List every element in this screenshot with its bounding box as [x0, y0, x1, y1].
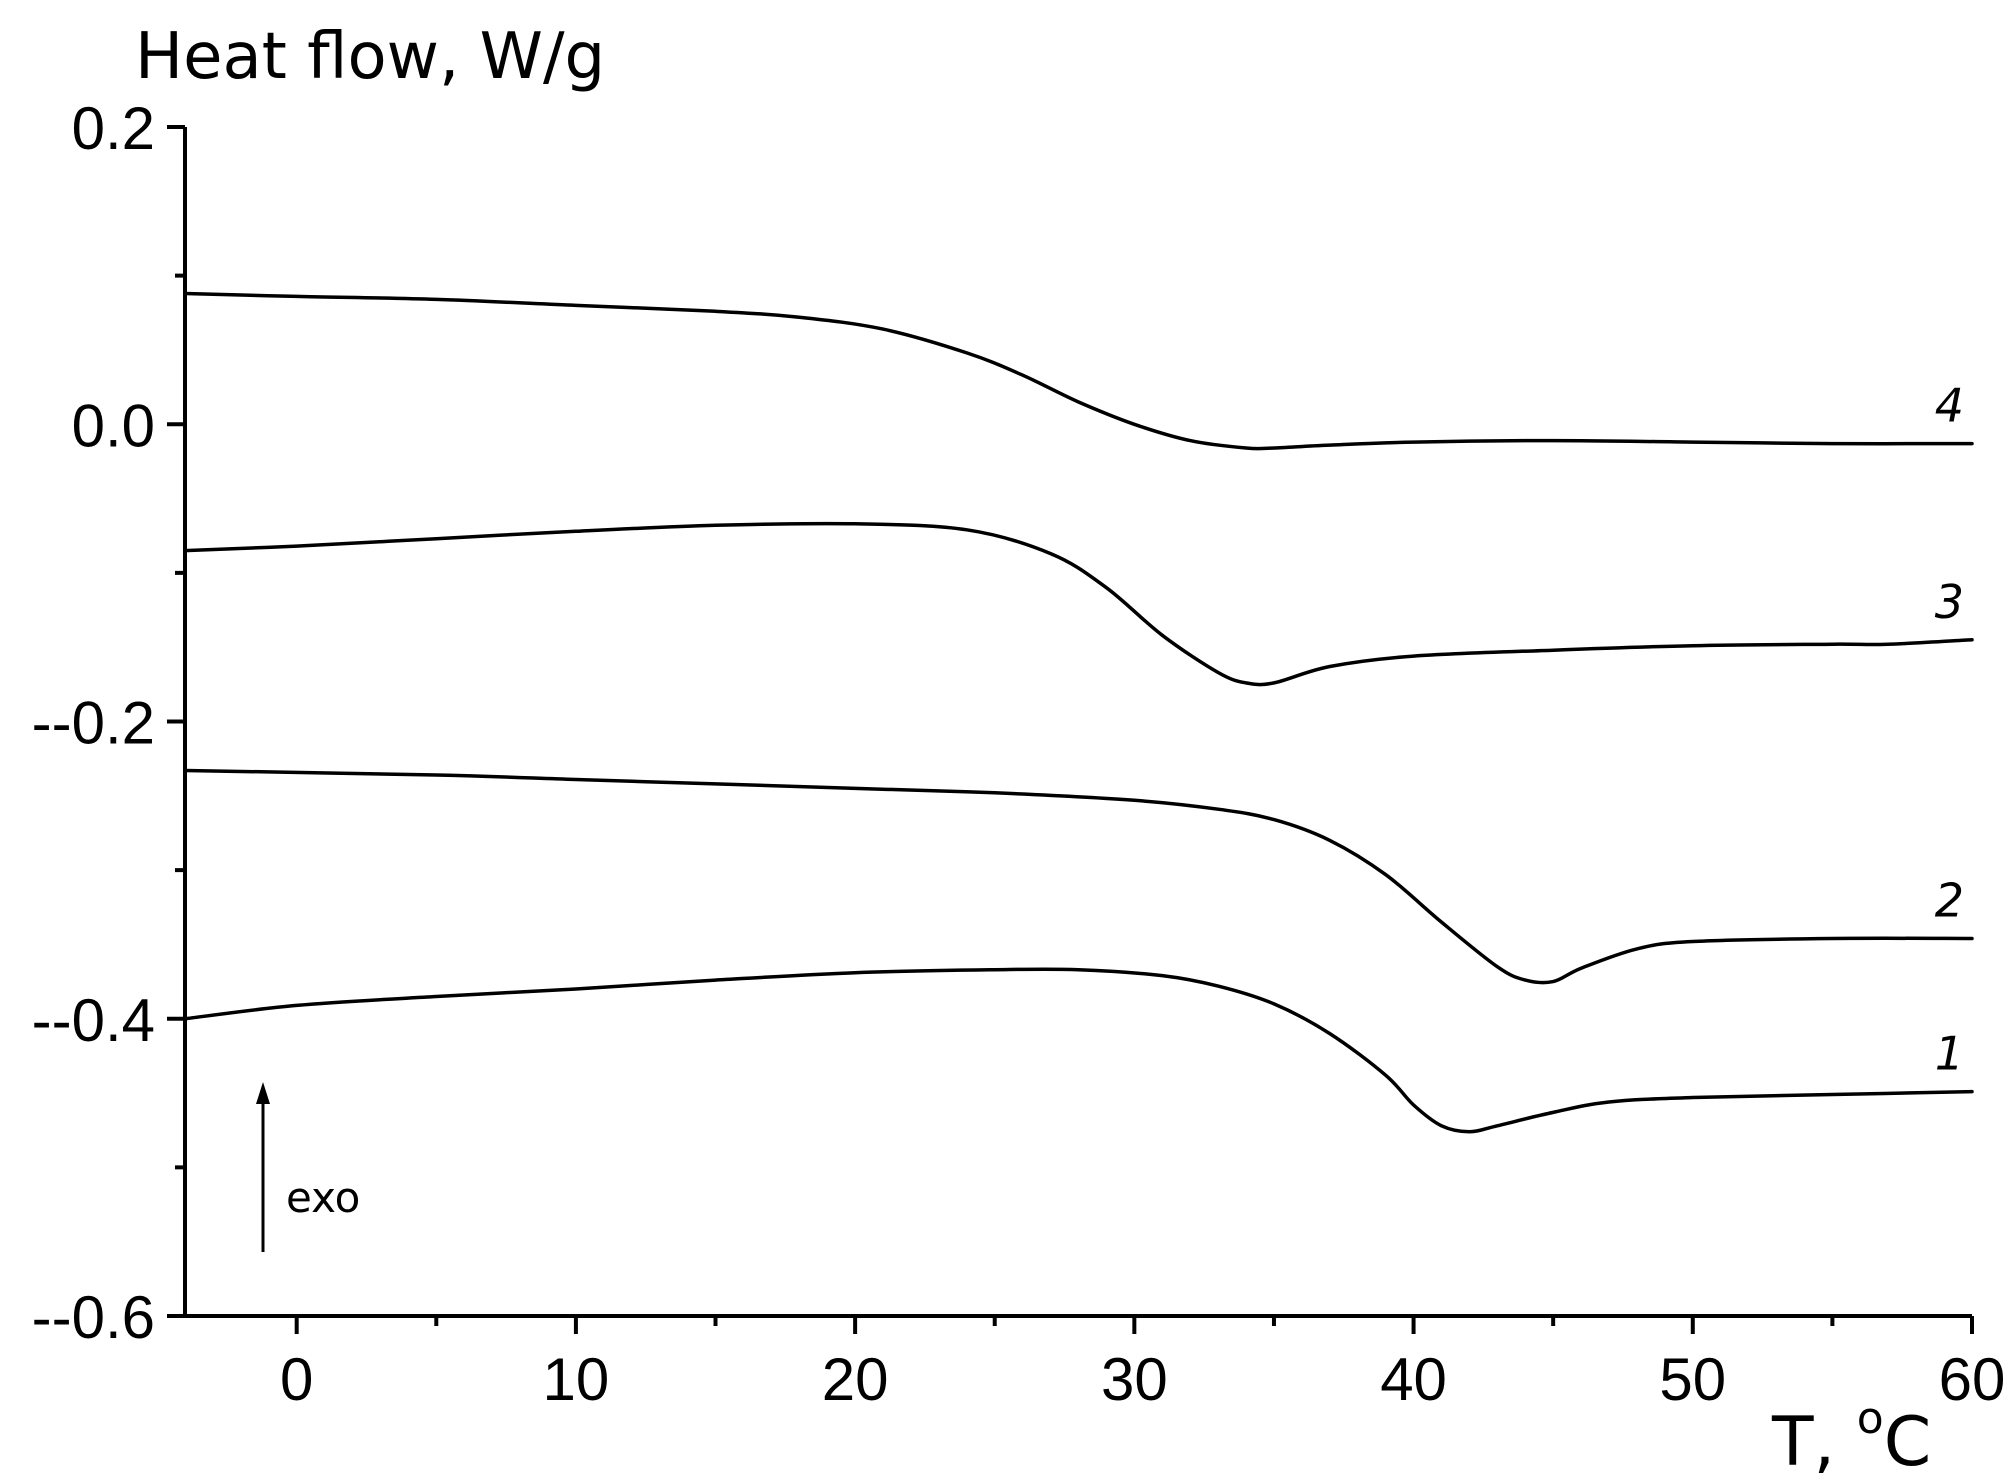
exo-label: exo — [286, 1173, 360, 1222]
x-axis-ticks: 0 10 20 30 40 50 60 — [280, 1316, 2005, 1413]
y-tick-label: --0.2 — [32, 690, 155, 757]
series-line-2 — [183, 768, 1974, 985]
x-tick-label: 0 — [280, 1346, 313, 1413]
x-axis-title-degree: o — [1857, 1393, 1884, 1444]
y-axis-ticks: 0.2 0.0 --0.2 --0.4 --0.6 — [32, 95, 185, 1351]
curve-label-1: 1 — [1935, 1027, 1964, 1081]
x-axis-title: T, oC — [1771, 1393, 1931, 1482]
series-line-4 — [183, 291, 1974, 451]
series-group — [183, 291, 1974, 1134]
x-tick-label: 60 — [1939, 1346, 2006, 1413]
y-tick-label: --0.4 — [32, 987, 155, 1054]
exo-arrow-head-icon — [256, 1082, 270, 1104]
series-line-1 — [183, 967, 1974, 1134]
y-tick-label: 0.0 — [72, 392, 155, 459]
x-axis-title-unit: C — [1884, 1403, 1931, 1482]
x-tick-label: 40 — [1380, 1346, 1447, 1413]
x-tick-label: 30 — [1101, 1346, 1168, 1413]
curve-labels: 1 2 3 4 — [1935, 379, 1964, 1081]
x-tick-label: 10 — [543, 1346, 610, 1413]
x-tick-label: 20 — [822, 1346, 889, 1413]
curve-label-4: 4 — [1935, 379, 1964, 433]
curve-label-3: 3 — [1935, 575, 1964, 629]
x-tick-label: 50 — [1659, 1346, 1726, 1413]
series-line-3 — [183, 521, 1974, 687]
y-axis-title: Heat flow, W/g — [135, 20, 605, 94]
curve-label-2: 2 — [1935, 873, 1964, 927]
x-axis-title-main: T, — [1771, 1403, 1857, 1482]
y-tick-label: 0.2 — [72, 95, 155, 162]
y-tick-label: --0.6 — [32, 1284, 155, 1351]
